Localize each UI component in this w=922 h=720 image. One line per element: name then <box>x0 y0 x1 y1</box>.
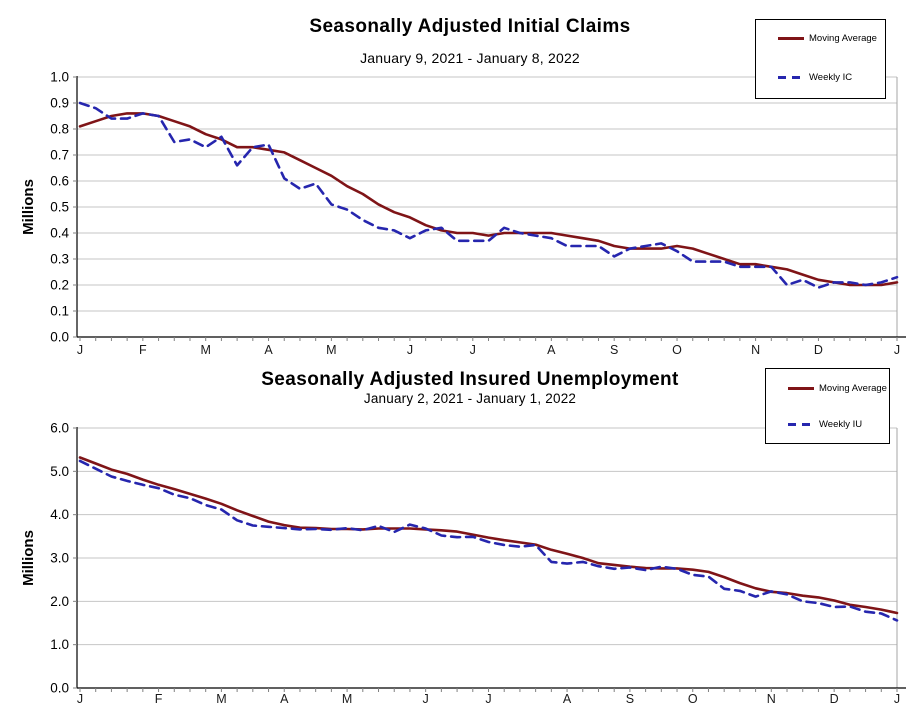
series-lines <box>78 101 899 289</box>
y-tick-label: 2.0 <box>50 594 69 609</box>
weekly-iu-line-swatch <box>788 423 814 426</box>
legend-item-moving-average: Moving Average <box>766 383 889 394</box>
x-month-label: A <box>563 692 572 706</box>
chart-subtitle: January 2, 2021 - January 1, 2022 <box>363 391 577 406</box>
x-month-label: F <box>139 343 147 357</box>
x-month-label: J <box>407 343 413 357</box>
y-axis-label: Millions <box>20 179 37 235</box>
y-tick-label: 0.6 <box>50 174 69 189</box>
x-month-label: J <box>77 692 83 706</box>
x-month-label: F <box>155 692 163 706</box>
x-month-label: J <box>894 692 900 706</box>
y-tick-label: 0.8 <box>50 122 69 137</box>
weekly-ic-line-swatch <box>778 76 804 79</box>
moving-average-line-swatch <box>788 387 814 390</box>
y-tick-label: 0.9 <box>50 96 69 111</box>
x-month-label: M <box>342 692 352 706</box>
x-month-label: N <box>751 343 760 357</box>
weekly-series-line <box>78 459 899 622</box>
x-month-label: O <box>688 692 698 706</box>
tick-marks <box>73 76 898 341</box>
legend-box: Moving Average Weekly IU <box>765 368 890 444</box>
legend-label: Weekly IC <box>809 72 853 83</box>
x-month-label: M <box>200 343 210 357</box>
y-tick-label: 0.1 <box>50 304 69 319</box>
moving-average-line-swatch <box>778 37 804 40</box>
legend-label: Moving Average <box>809 33 877 44</box>
legend-item-weekly-ic: Weekly IC <box>756 72 885 83</box>
y-tick-label: 5.0 <box>50 464 69 479</box>
x-month-label: A <box>547 343 556 357</box>
y-tick-label: 0.0 <box>50 681 69 696</box>
y-tick-label: 0.5 <box>50 200 69 215</box>
x-month-label: J <box>485 692 491 706</box>
legend-label: Moving Average <box>819 383 887 394</box>
x-month-label: S <box>610 343 618 357</box>
legend-label: Weekly IU <box>819 419 863 430</box>
weekly-series-line <box>78 101 899 289</box>
initial-claims-chart: 0.0 0.1 0.2 0.3 0.4 0.5 0.6 0.7 0.8 0.9 1.0 J F M A M J J… <box>20 16 906 358</box>
axis-tick-labels: 0.0 1.0 2.0 3.0 4.0 5.0 6.0 J F M A M J J A S O N D J <box>50 421 900 707</box>
y-tick-label: 0.2 <box>50 278 69 293</box>
initial-claims-plot: 0.0 0.1 0.2 0.3 0.4 0.5 0.6 0.7 0.8 0.9 1.0 J F M A M J J… <box>50 70 906 358</box>
gridlines <box>77 76 898 337</box>
x-month-label: M <box>216 692 226 706</box>
x-month-label: A <box>280 692 289 706</box>
moving-average-series-line <box>78 456 899 615</box>
y-tick-label: 0.0 <box>50 330 69 345</box>
y-tick-label: 4.0 <box>50 507 69 522</box>
x-month-label: A <box>264 343 273 357</box>
chart-title: Seasonally Adjusted Initial Claims <box>309 16 631 37</box>
x-month-label: D <box>814 343 823 357</box>
gridlines <box>77 427 898 688</box>
x-month-label: M <box>326 343 336 357</box>
chart-subtitle: January 9, 2021 - January 8, 2022 <box>360 50 580 66</box>
series-lines <box>78 456 899 622</box>
x-month-label: N <box>767 692 776 706</box>
y-tick-label: 1.0 <box>50 637 69 652</box>
tick-marks <box>73 427 898 692</box>
x-month-label: S <box>626 692 634 706</box>
moving-average-series-line <box>78 112 899 287</box>
legend-item-weekly-iu: Weekly IU <box>766 419 889 430</box>
insured-unemployment-plot: 0.0 1.0 2.0 3.0 4.0 5.0 6.0 J F M A M J J A S O N D J <box>50 421 906 707</box>
legend-box: Moving Average Weekly IC <box>755 19 886 99</box>
x-month-label: J <box>894 343 900 357</box>
x-month-label: J <box>470 343 476 357</box>
y-tick-label: 0.7 <box>50 148 69 163</box>
y-tick-label: 0.4 <box>50 226 69 241</box>
y-tick-label: 3.0 <box>50 551 69 566</box>
x-month-label: J <box>77 343 83 357</box>
y-tick-label: 6.0 <box>50 421 69 436</box>
x-month-label: O <box>672 343 682 357</box>
insured-unemployment-chart: 0.0 1.0 2.0 3.0 4.0 5.0 6.0 J F M A M J J A S O N D J Seaso… <box>0 365 922 720</box>
x-month-label: J <box>423 692 429 706</box>
y-axis-label: Millions <box>20 530 37 586</box>
axis-tick-labels: 0.0 0.1 0.2 0.3 0.4 0.5 0.6 0.7 0.8 0.9 1.0 J F M A M J J… <box>50 70 900 358</box>
y-tick-label: 1.0 <box>50 70 69 85</box>
legend-item-moving-average: Moving Average <box>756 33 885 44</box>
chart-title: Seasonally Adjusted Insured Unemployment <box>261 369 679 390</box>
x-month-label: D <box>830 692 839 706</box>
y-tick-label: 0.3 <box>50 252 69 267</box>
